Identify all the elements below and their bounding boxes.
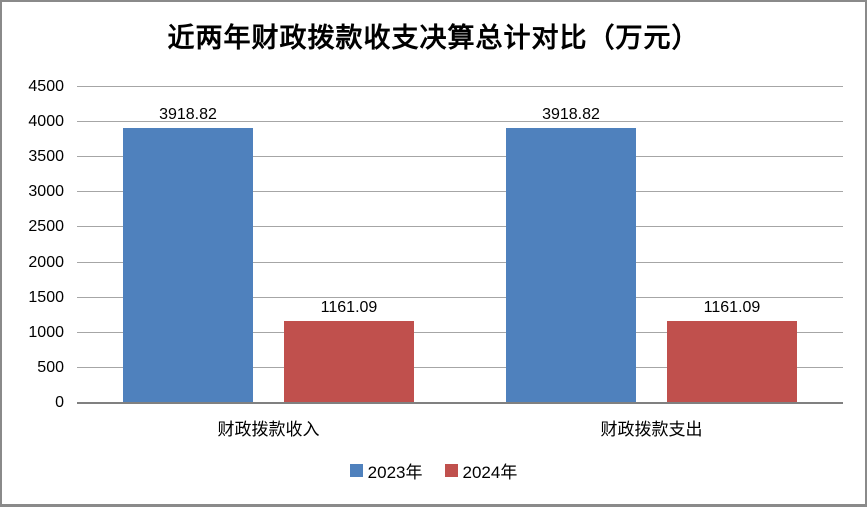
bar-value-label: 3918.82 — [159, 105, 217, 123]
bar-slot: 1161.09 — [284, 87, 414, 403]
y-tick-label: 2000 — [28, 253, 64, 271]
y-tick-label: 500 — [37, 358, 64, 376]
x-axis-line — [77, 402, 843, 404]
y-tick-label: 1000 — [28, 323, 64, 341]
legend-item: 2024年 — [444, 458, 518, 483]
y-tick-label: 4000 — [28, 113, 64, 131]
y-tick-label: 1500 — [28, 288, 64, 306]
y-tick-label: 3500 — [28, 148, 64, 166]
gridline — [77, 156, 843, 158]
bar-slot: 3918.82 — [123, 87, 253, 403]
plot-area: 3918.82 1161.09 3918.82 1161.09 — [77, 86, 843, 404]
bar-value-label: 3918.82 — [542, 105, 600, 123]
bar-group: 3918.82 1161.09 — [77, 87, 460, 403]
bar-group: 3918.82 1161.09 — [460, 87, 843, 403]
bar-slot: 3918.82 — [506, 87, 636, 403]
gridline — [77, 366, 843, 368]
gridline — [77, 121, 843, 123]
y-tick-label: 2500 — [28, 218, 64, 236]
y-axis: 0 500 1000 1500 2000 2500 3000 3500 4000 4500 — [2, 78, 64, 411]
gridline — [77, 226, 843, 228]
category-axis: 财政拨款收入 财政拨款支出 — [77, 415, 843, 440]
bar — [506, 127, 636, 403]
bar-groups: 3918.82 1161.09 3918.82 1161.09 — [77, 87, 843, 403]
bar-slot: 1161.09 — [667, 87, 797, 403]
gridline — [77, 191, 843, 193]
gridline — [77, 261, 843, 263]
legend: 2023年 2024年 — [2, 458, 865, 483]
y-tick-label: 3000 — [28, 183, 64, 201]
bar — [123, 127, 253, 403]
category-label: 财政拨款支出 — [600, 420, 703, 439]
bar-value-label: 1161.09 — [703, 299, 761, 317]
legend-swatch-icon — [444, 464, 458, 477]
bar — [284, 321, 414, 403]
legend-swatch-icon — [349, 464, 363, 477]
y-tick-label: 0 — [55, 394, 64, 411]
y-tick-label: 4500 — [28, 78, 64, 95]
gridline — [77, 331, 843, 333]
chart-title: 近两年财政拨款收支决算总计对比（万元） — [167, 23, 700, 53]
gridline — [77, 86, 843, 87]
gridline — [77, 296, 843, 298]
category-label: 财政拨款收入 — [217, 420, 320, 439]
bar-value-label: 1161.09 — [320, 299, 378, 317]
legend-label: 2023年 — [367, 463, 423, 482]
bar — [667, 321, 797, 403]
legend-item: 2023年 — [349, 458, 423, 483]
legend-label: 2024年 — [462, 463, 518, 482]
